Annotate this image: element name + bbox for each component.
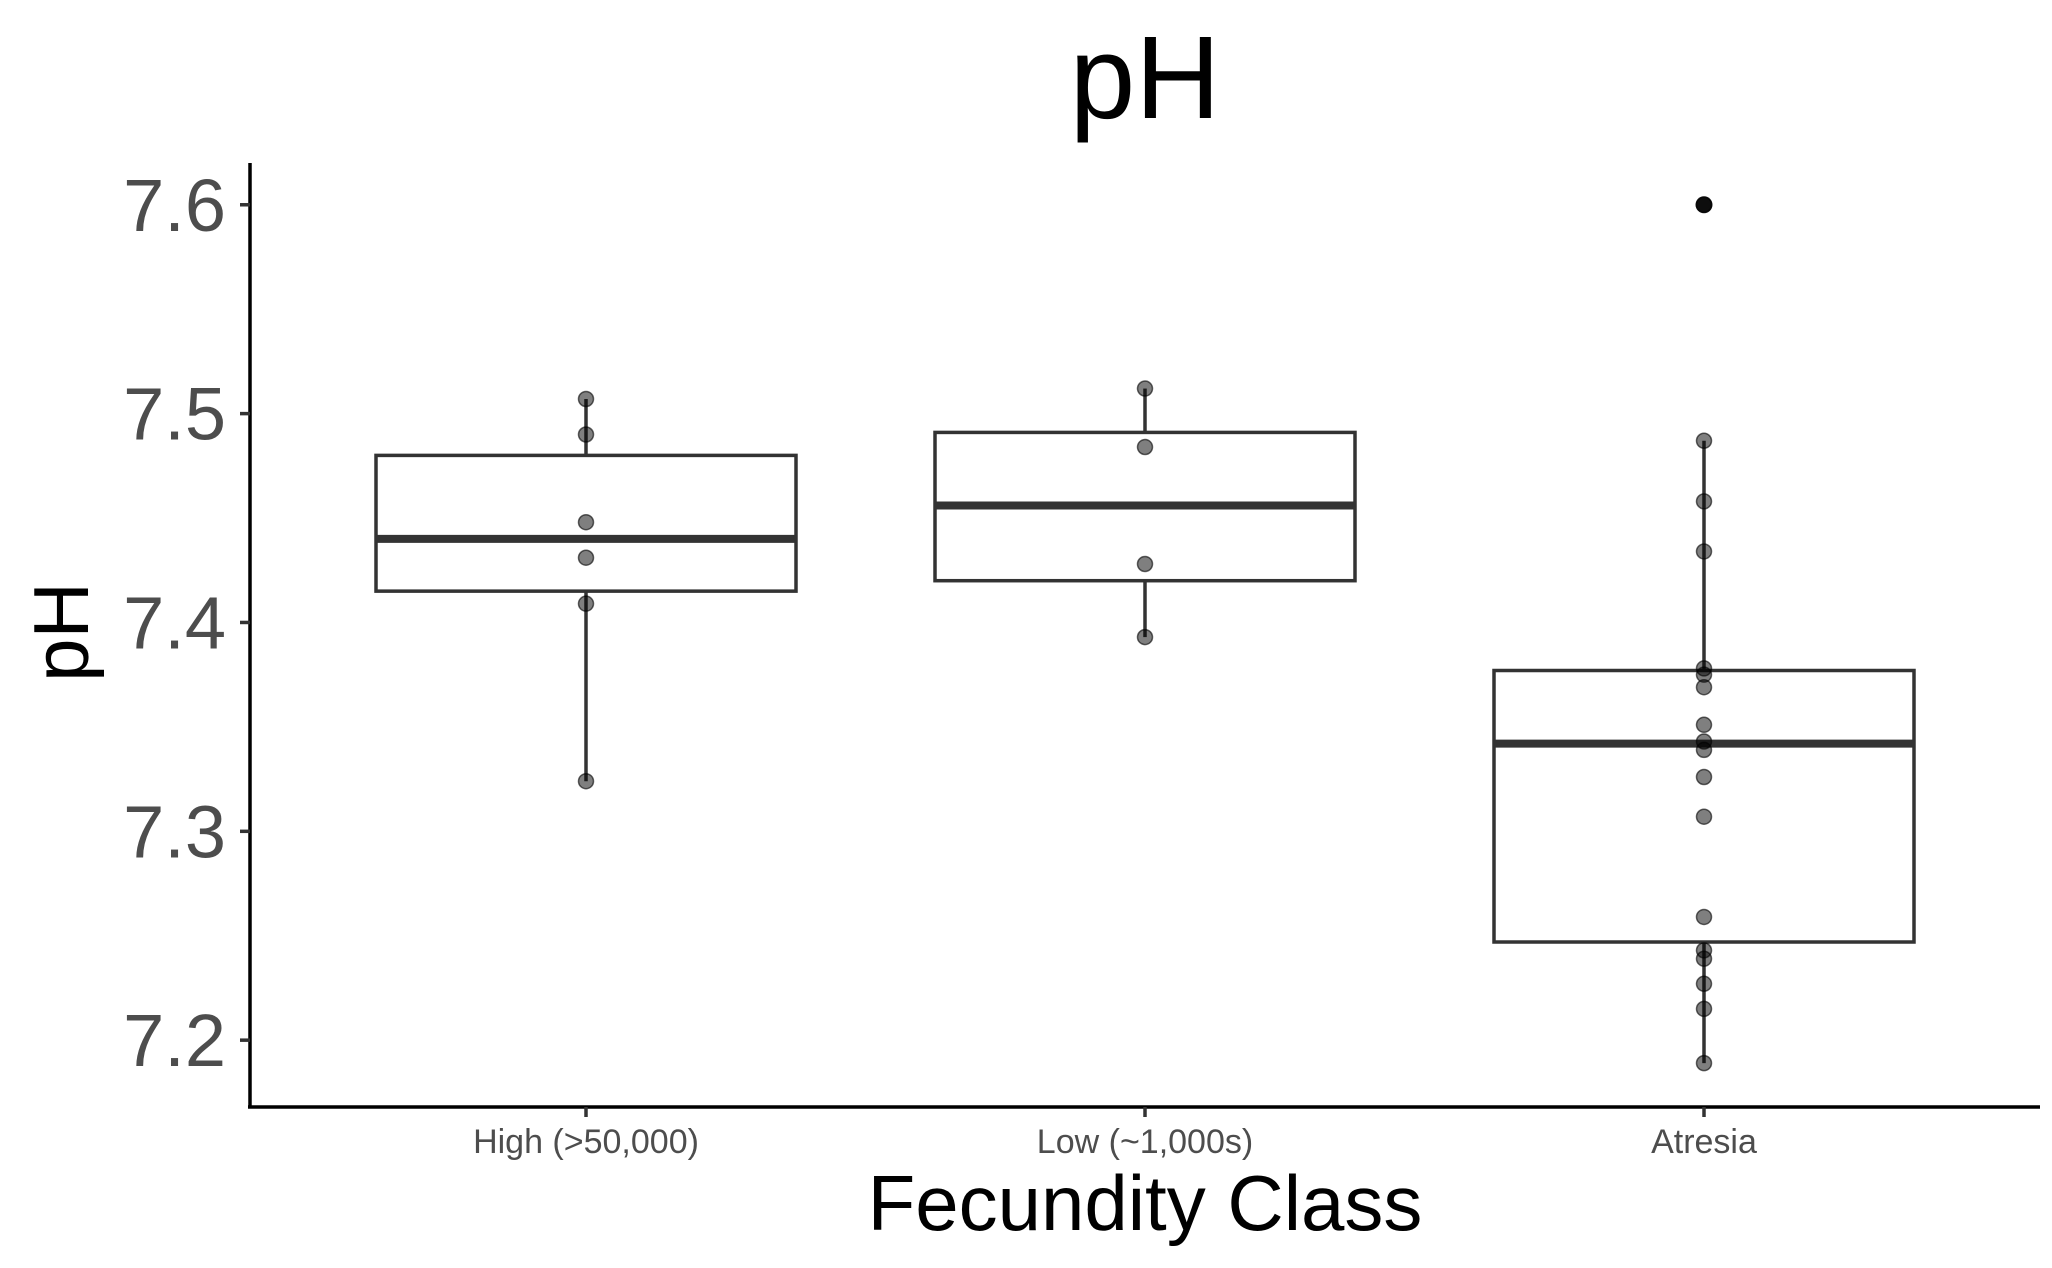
data-point bbox=[1136, 380, 1154, 397]
data-point bbox=[577, 549, 595, 566]
data-point bbox=[1695, 808, 1713, 825]
y-axis-label: pH bbox=[17, 582, 105, 682]
data-point bbox=[1695, 432, 1713, 450]
data-point bbox=[577, 390, 595, 408]
x-tick-label: High (>50,000) bbox=[473, 1123, 699, 1161]
data-point bbox=[1695, 543, 1713, 560]
box-group-2 bbox=[933, 388, 1357, 638]
data-point bbox=[577, 426, 595, 443]
data-point bbox=[1136, 438, 1154, 456]
data-point bbox=[1695, 950, 1713, 967]
data-point bbox=[1136, 555, 1154, 573]
y-tick-label: 7.4 bbox=[123, 581, 226, 664]
x-axis-ticks: High (>50,000) Low (~1,000s) Atresia bbox=[473, 1107, 1757, 1161]
chart-title: pH bbox=[1070, 12, 1221, 144]
data-point bbox=[1695, 768, 1713, 786]
y-axis-ticks: 7.2 7.3 7.4 7.5 7.6 bbox=[123, 164, 250, 1082]
y-tick-label: 7.5 bbox=[123, 373, 226, 456]
data-point bbox=[1695, 678, 1713, 696]
data-point bbox=[1695, 1000, 1713, 1018]
data-point bbox=[577, 772, 595, 790]
box-group-3 bbox=[1492, 196, 1916, 1064]
data-point bbox=[577, 513, 595, 531]
y-tick-label: 7.6 bbox=[123, 164, 226, 247]
box-iqr bbox=[1492, 668, 1916, 944]
x-tick-label: Low (~1,000s) bbox=[1037, 1123, 1253, 1161]
data-point bbox=[1695, 741, 1713, 759]
data-point bbox=[1695, 196, 1713, 214]
data-point bbox=[577, 595, 595, 612]
y-tick-label: 7.3 bbox=[123, 790, 226, 873]
data-point bbox=[1136, 628, 1154, 646]
data-point bbox=[1695, 1054, 1713, 1072]
data-point bbox=[1695, 716, 1713, 734]
data-point bbox=[1695, 908, 1713, 926]
x-axis-label: Fecundity Class bbox=[868, 1159, 1423, 1247]
plot-area bbox=[374, 196, 1916, 1072]
box-group-1 bbox=[374, 399, 798, 782]
data-point bbox=[1695, 493, 1713, 510]
y-tick-label: 7.2 bbox=[123, 999, 226, 1082]
x-tick-label: Atresia bbox=[1651, 1123, 1757, 1161]
data-point bbox=[1695, 975, 1713, 993]
